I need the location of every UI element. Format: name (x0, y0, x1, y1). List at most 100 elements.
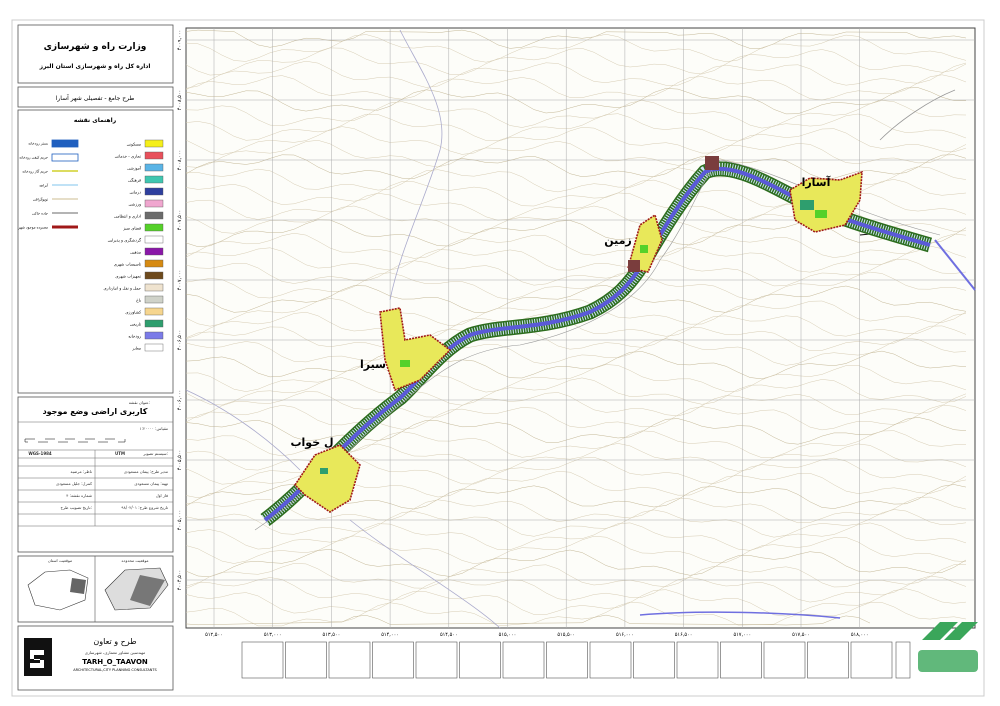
legend-label: تاریخی (130, 322, 141, 327)
map-title: کاربری اراضی وضع موجود (43, 407, 148, 416)
project: طرح جامع - تفصیلی شهر آسارا (56, 93, 135, 102)
phase: فاز اول (156, 493, 168, 498)
date: تاریخ شروع طرح: ۹۸/۰۲/۰۱ (121, 505, 168, 510)
contour (185, 140, 967, 168)
contour (185, 575, 967, 603)
legend-label: تجهیزات شهری (115, 274, 141, 279)
legend-label: رودخانه (128, 334, 141, 339)
legend-label: تاسیسات شهری (114, 262, 141, 267)
x-coordinate: ۵۱۳,۵۰۰ (323, 632, 341, 638)
x-coordinate: ۵۱۴,۰۰۰ (381, 632, 399, 638)
legend-swatch (144, 175, 164, 184)
x-coordinate: ۵۱۶,۰۰۰ (616, 632, 634, 638)
contour (185, 588, 967, 617)
strip-box (676, 641, 719, 679)
contour (185, 522, 967, 551)
legend-label: فضای سبز (122, 226, 141, 231)
y-coordinate: ۴۰۰۶,۵۰۰ (177, 330, 183, 350)
contour (185, 34, 967, 63)
firm-sub: مهندسین مشاور معماری، شهرسازی (85, 650, 146, 655)
place-label: سیرا (360, 358, 386, 371)
legend-label: جاده خاکی (32, 212, 48, 216)
strip-box (763, 641, 806, 679)
legend-swatch (144, 259, 164, 268)
x-coordinate: ۵۱۷,۰۰۰ (733, 632, 751, 638)
contour (185, 29, 967, 49)
zone-label: سیستم تصویر: (142, 451, 168, 456)
contour (185, 113, 967, 142)
strip-box (850, 641, 893, 679)
contour (185, 219, 967, 247)
contour (185, 496, 967, 524)
legend-label: بستر رودخانه (28, 142, 48, 146)
y-coordinate: ۴۰۰۷,۰۰۰ (177, 270, 183, 290)
legend-label: اداری و انتظامی (114, 214, 141, 219)
contour (185, 417, 967, 445)
strip-box (633, 641, 675, 679)
drafting: تهیه: پیمان مسعودی (134, 481, 168, 486)
contour (185, 60, 967, 89)
strip-box (372, 641, 414, 679)
contour (185, 377, 967, 406)
ministry: وزارت راه و شهرسازی (44, 42, 147, 52)
x-coordinate: ۵۱۸,۰۰۰ (851, 632, 869, 638)
map (185, 27, 976, 629)
legend-swatch (51, 139, 79, 148)
legend-swatch (144, 295, 164, 304)
designer: مدیر طرح: پیمان مسعودی (124, 469, 168, 474)
office: اداره کل راه و شهرسازی استان البرز (39, 63, 151, 70)
legend-swatch (144, 247, 164, 256)
legend-swatch (144, 187, 164, 196)
strip-box (241, 641, 284, 679)
datum: WGS-1984 (28, 451, 52, 456)
legend-label: حریم کیفی رودخانه (19, 156, 48, 160)
projection: UTM (115, 451, 125, 456)
key-map-left: موقعیت استان (48, 558, 72, 563)
firm-fa: طرح و تعاون (93, 637, 136, 646)
contour (185, 535, 967, 564)
contour (185, 126, 967, 155)
contour (185, 47, 967, 76)
legend-label: معابر (131, 346, 141, 351)
y-coordinate: ۴۰۰۸,۵۰۰ (177, 90, 183, 110)
legend-swatch (144, 199, 164, 208)
contour (185, 614, 871, 626)
strip-box (589, 641, 632, 679)
y-coordinate: ۴۰۰۵,۰۰۰ (177, 510, 183, 530)
legend-swatch (144, 139, 164, 148)
sheet-border (11, 19, 985, 697)
x-coordinate: ۵۱۳,۰۰۰ (264, 632, 282, 638)
strip-box (459, 641, 501, 679)
legend-label: مسکونی (127, 142, 141, 147)
contour (185, 271, 967, 301)
contour (185, 404, 967, 431)
contour (185, 258, 967, 287)
contour (185, 298, 967, 327)
legend-label: محدوده موجود شهر (17, 226, 48, 230)
y-coordinate: ۴۰۰۵,۵۰۰ (177, 450, 183, 470)
y-coordinate: ۴۰۰۴,۵۰۰ (177, 570, 183, 590)
x-coordinate: ۵۱۵,۰۰۰ (499, 632, 517, 638)
legend-swatch (144, 211, 164, 220)
firm-logo (24, 638, 52, 676)
x-coordinate: ۵۱۲,۵۰۰ (205, 632, 223, 638)
contour (185, 601, 967, 627)
legend-label: حریم گاز رودخانه (22, 169, 48, 174)
watermark (918, 622, 978, 672)
y-coordinate: ۴۰۰۸,۰۰۰ (177, 150, 183, 170)
legend-swatch (144, 151, 164, 160)
y-coordinate: ۴۰۰۶,۰۰۰ (177, 390, 183, 410)
contour (185, 350, 967, 380)
strip-box (895, 641, 911, 679)
y-coordinate: ۴۰۰۹,۰۰۰ (177, 30, 183, 50)
x-coordinate: ۵۱۴,۵۰۰ (440, 632, 458, 638)
legend-label: تجاری - خدماتی (115, 154, 141, 159)
x-coordinate: ۵۱۷,۵۰۰ (792, 632, 810, 638)
side-panel (17, 24, 174, 691)
contour (185, 325, 967, 351)
map-title-label: عنوان نقشه: (129, 400, 150, 405)
strip-box (285, 641, 327, 679)
legend-label: مذهبی (130, 250, 141, 255)
title-strip (241, 641, 911, 679)
legend-swatch (144, 307, 164, 316)
